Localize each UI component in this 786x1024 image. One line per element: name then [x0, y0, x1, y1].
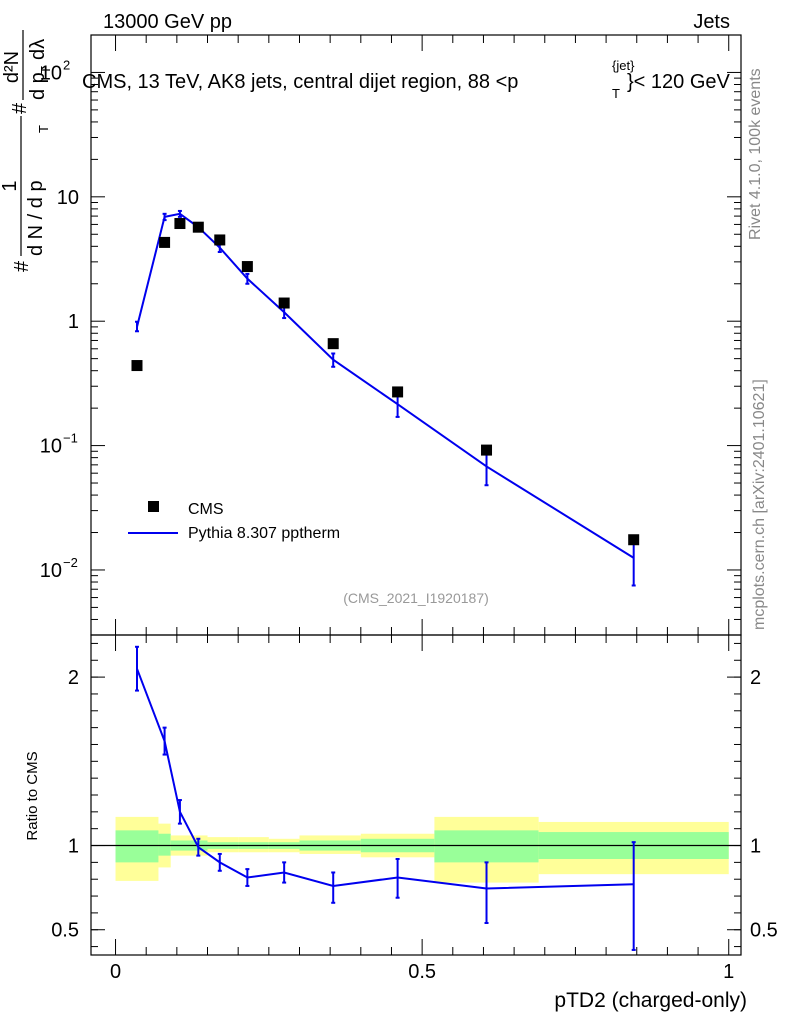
legend-data-marker	[148, 501, 159, 512]
ratio-xtick-label: 1	[723, 961, 734, 983]
band-inner	[115, 830, 159, 863]
data-series	[131, 218, 640, 546]
mc-series	[134, 209, 636, 587]
title-suffix: }< 120 GeV	[627, 71, 731, 93]
process-label: Jets	[693, 11, 730, 33]
main-ytick-exponent: 2	[63, 57, 70, 72]
ratio-ylabel: Ratio to CMS	[24, 751, 41, 840]
main-ytick-label: 10	[40, 560, 62, 582]
ylabel-den-sub: T	[36, 125, 51, 133]
data-point	[131, 360, 143, 372]
data-point	[214, 234, 226, 246]
data-point	[392, 386, 404, 398]
energy-label: 13000 GeV pp	[103, 11, 232, 33]
main-ytick-label: 1	[68, 311, 79, 333]
ylabel-rnum: d²N	[1, 51, 23, 83]
main-ylabel: # 1 d N / d p T # d²N d p T dλ	[0, 30, 53, 272]
ylabel-hash-2: #	[9, 102, 31, 114]
main-ytick-label: 10	[57, 187, 79, 209]
data-point	[174, 218, 186, 230]
ratio-xtick-label: 0	[110, 961, 121, 983]
ratio-ytick-label-right: 0.5	[750, 920, 778, 942]
ylabel-rden: d p	[27, 72, 49, 100]
mcplots-label: mcplots.cern.ch [arXiv:2401.10621]	[751, 379, 768, 630]
ratio-ytick-label-right: 2	[750, 667, 761, 689]
ylabel-hash-1: #	[11, 260, 33, 272]
data-point	[481, 444, 493, 456]
ratio-ytick-label: 0.5	[51, 920, 79, 942]
ylabel-rden2: dλ	[27, 39, 49, 60]
ratio-axis-ticks: 0.5 0.5 1 1 2 2 0 0.5 1	[51, 635, 778, 983]
analysis-id: (CMS_2021_I1920187)	[343, 590, 489, 606]
title-prefix: CMS, 13 TeV, AK8 jets, central dijet reg…	[82, 71, 518, 93]
main-title: CMS, 13 TeV, AK8 jets, central dijet reg…	[82, 71, 518, 93]
ylabel-num: 1	[0, 180, 21, 191]
ratio-xtick-label: 0.5	[408, 961, 436, 983]
ratio-frame	[90, 634, 742, 956]
legend: CMS Pythia 8.307 pptherm	[128, 501, 340, 542]
ratio-ytick-label: 2	[68, 667, 79, 689]
rivet-version-label: Rivet 4.1.0, 100k events	[747, 68, 764, 240]
main-ytick-label: 10	[40, 62, 62, 84]
ratio-mc-series	[134, 645, 636, 951]
title-sup: {jet}	[612, 58, 635, 73]
ylabel-den: d N / d p	[25, 180, 47, 256]
band-inner	[158, 833, 171, 856]
data-point	[192, 221, 204, 233]
main-ytick-exponent: −1	[63, 431, 78, 446]
band-inner	[434, 830, 539, 863]
x-axis-label: pTD2 (charged-only)	[554, 989, 747, 1012]
main-ytick-label: 10	[40, 436, 62, 458]
data-point	[628, 534, 640, 546]
ratio-ytick-label: 1	[68, 836, 79, 858]
data-point	[241, 261, 253, 273]
data-point	[159, 236, 171, 248]
legend-data-label: CMS	[188, 501, 224, 518]
ratio-ytick-label-right: 1	[750, 836, 761, 858]
data-point	[278, 297, 290, 309]
ratio-uncertainty-bands	[115, 816, 729, 883]
data-point	[327, 338, 339, 350]
main-frame	[90, 34, 742, 636]
main-ytick-exponent: −2	[63, 555, 78, 570]
title-sub: T	[612, 86, 620, 101]
legend-mc-label: Pythia 8.307 pptherm	[188, 525, 340, 542]
ylabel-rden-sub: T	[38, 66, 53, 74]
